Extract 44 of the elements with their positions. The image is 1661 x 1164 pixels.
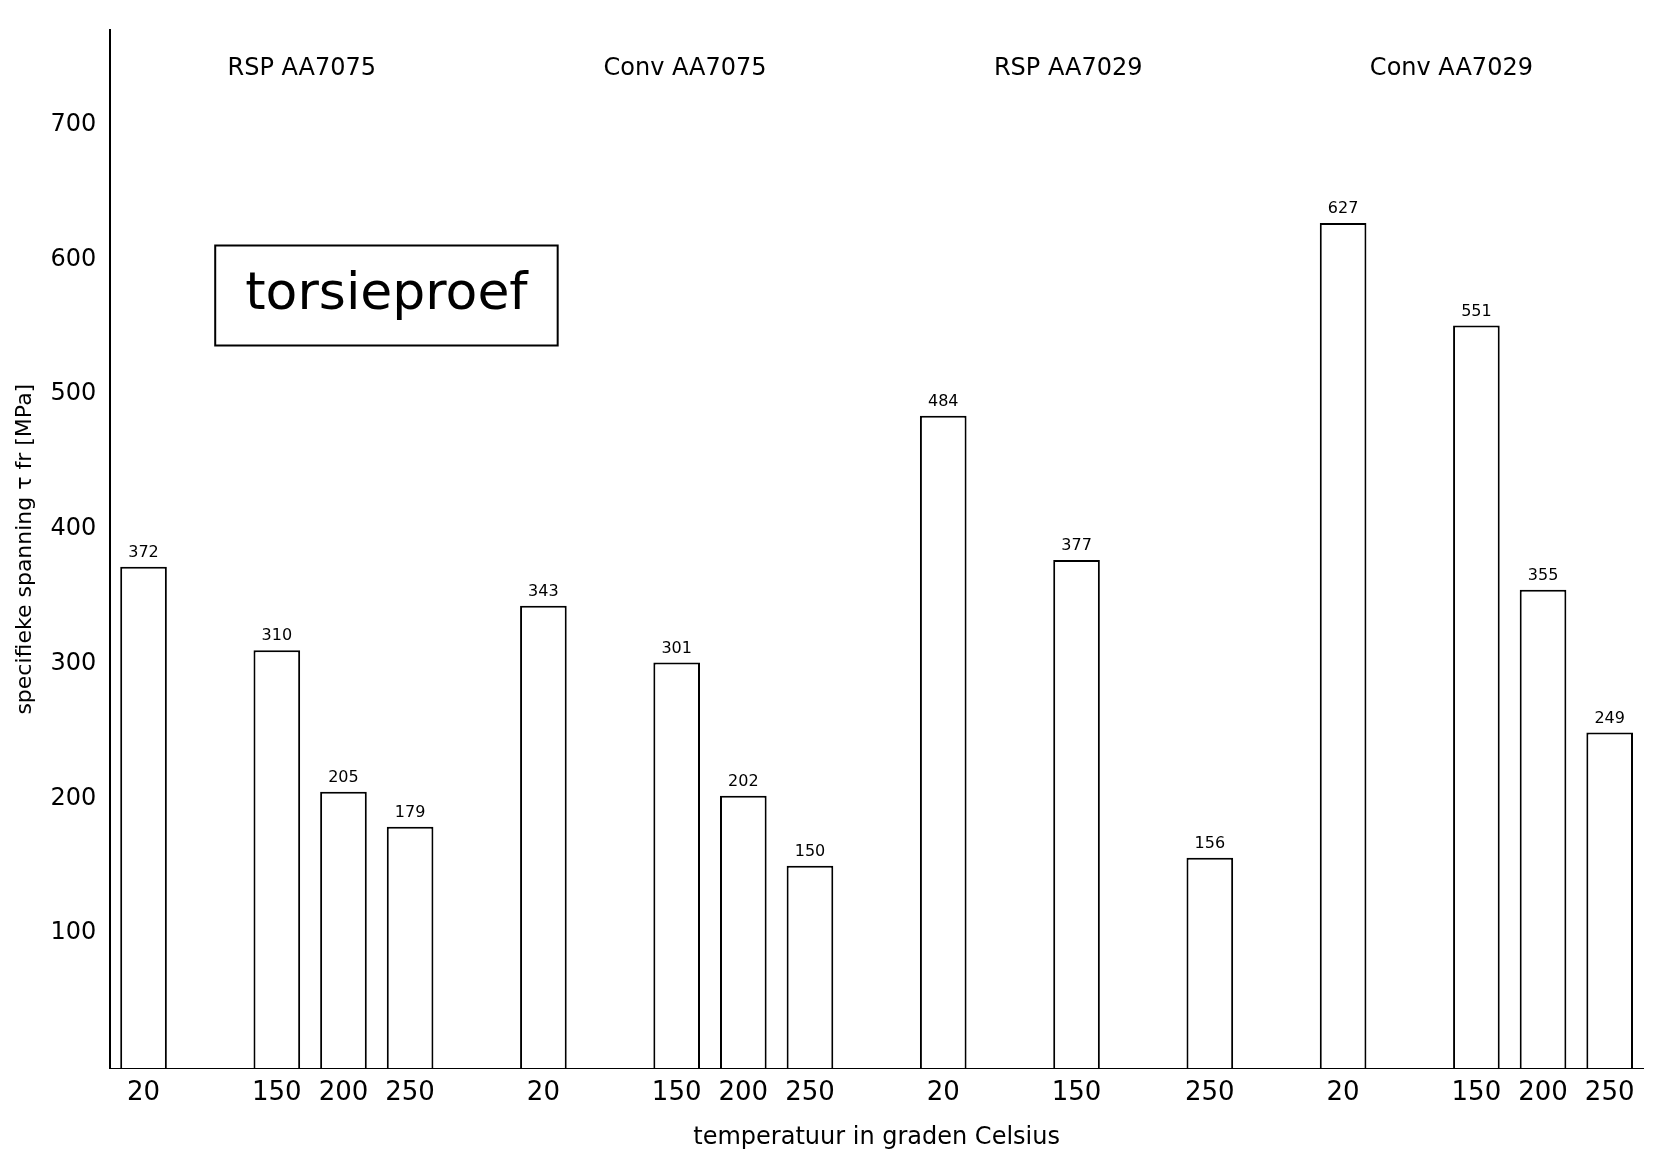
y-tick-label: 300 bbox=[50, 647, 97, 676]
y-tick-label: 600 bbox=[50, 243, 97, 272]
annotation: Conv AA7029 bbox=[1369, 52, 1533, 81]
data-label: 156 bbox=[1194, 832, 1226, 852]
y-tick-label: 500 bbox=[50, 378, 97, 407]
data-label: 179 bbox=[394, 801, 426, 821]
x-tick-label: 20 bbox=[126, 1076, 161, 1107]
data-label: 343 bbox=[528, 580, 559, 600]
y-tick-label: 700 bbox=[50, 108, 97, 137]
data-label: 484 bbox=[927, 390, 959, 410]
x-tick-label: 150 bbox=[1451, 1076, 1502, 1107]
annotation: RSP AA7075 bbox=[227, 52, 377, 81]
data-label: 202 bbox=[728, 770, 759, 790]
annotation: Conv AA7075 bbox=[603, 52, 767, 81]
x-axis-title: temperatuur in graden Celsius bbox=[693, 1121, 1060, 1150]
x-tick-label: 250 bbox=[1185, 1076, 1235, 1107]
annotation: torsieproef bbox=[245, 260, 530, 321]
data-label: 377 bbox=[1061, 535, 1092, 555]
data-label: 310 bbox=[261, 625, 293, 645]
annotation: RSP AA7029 bbox=[993, 52, 1143, 81]
data-label: 627 bbox=[1327, 198, 1359, 218]
x-tick-label: 250 bbox=[385, 1076, 435, 1107]
y-axis-title: specifieke spanning τ fr [MPa] bbox=[10, 383, 36, 715]
x-tick-label: 250 bbox=[785, 1076, 835, 1107]
data-label: 551 bbox=[1461, 300, 1492, 320]
data-label: 249 bbox=[1594, 707, 1625, 727]
x-tick-label: 250 bbox=[1584, 1076, 1635, 1107]
x-tick-label: 200 bbox=[318, 1076, 369, 1107]
x-tick-label: 200 bbox=[718, 1076, 769, 1107]
y-tick-label: 400 bbox=[50, 513, 97, 542]
x-tick-label: 150 bbox=[252, 1076, 302, 1107]
data-label: 150 bbox=[794, 841, 826, 861]
data-label: 355 bbox=[1527, 564, 1559, 584]
x-tick-label: 150 bbox=[1051, 1076, 1102, 1107]
x-tick-label: 150 bbox=[651, 1076, 702, 1107]
data-label: 205 bbox=[328, 766, 359, 786]
x-tick-label: 20 bbox=[526, 1076, 560, 1107]
x-tick-label: 20 bbox=[1326, 1076, 1360, 1107]
data-label: 372 bbox=[128, 541, 159, 561]
y-tick-label: 100 bbox=[50, 917, 97, 946]
x-tick-label: 200 bbox=[1518, 1076, 1568, 1107]
x-tick-label: 20 bbox=[926, 1076, 960, 1107]
data-label: 301 bbox=[661, 637, 692, 657]
y-tick-label: 200 bbox=[50, 782, 97, 811]
